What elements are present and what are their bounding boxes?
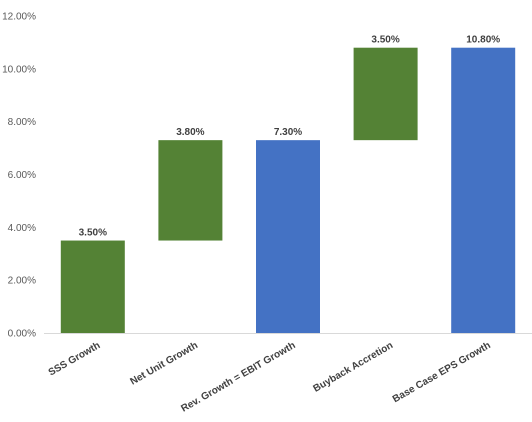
data-label: 10.80% — [466, 35, 500, 46]
y-tick-label: 2.00% — [8, 276, 36, 287]
y-tick-label: 12.00% — [2, 12, 36, 23]
data-label: 3.80% — [176, 127, 204, 138]
category-label: Net Unit Growth — [128, 340, 199, 388]
y-tick-label: 0.00% — [8, 329, 36, 340]
bar-increment — [158, 140, 223, 241]
category-label: Base Case EPS Growth — [391, 340, 493, 405]
y-tick-label: 10.00% — [2, 64, 36, 75]
data-label: 3.50% — [79, 228, 107, 239]
data-label: 3.50% — [371, 35, 399, 46]
bar-increment — [353, 47, 418, 141]
category-label: Buyback Accretion — [311, 340, 395, 395]
y-tick-label: 4.00% — [8, 223, 36, 234]
bar-total — [256, 140, 320, 333]
category-label: Rev. Growth = EBIT Growth — [179, 340, 297, 415]
bar-increment — [60, 240, 125, 333]
category-label: SSS Growth — [47, 340, 103, 378]
y-tick-label: 8.00% — [8, 117, 36, 128]
bar-total — [451, 47, 516, 333]
y-tick-label: 6.00% — [8, 170, 36, 181]
data-label: 7.30% — [274, 127, 302, 138]
